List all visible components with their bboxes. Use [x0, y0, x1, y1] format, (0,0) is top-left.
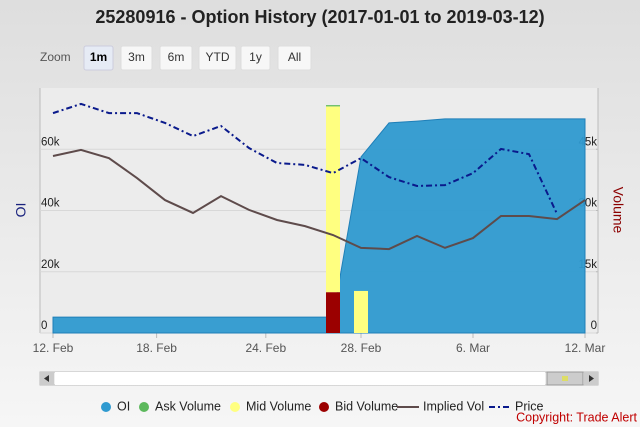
zoom-button-label: YTD [206, 50, 230, 64]
legend-item[interactable]: Price [489, 399, 544, 413]
x-tick-label: 12. Mar [565, 341, 606, 355]
x-tick-label: 18. Feb [136, 341, 177, 355]
y2-axis-title: Volume [610, 187, 626, 234]
legend-label: Ask Volume [155, 399, 221, 413]
line-series [52, 148, 586, 251]
legend-item[interactable]: Ask Volume [139, 399, 221, 413]
zoom-button[interactable]: 6m [159, 45, 193, 71]
zoom-button[interactable]: All [277, 45, 312, 71]
zoom-button-label: 6m [168, 50, 185, 64]
legend-symbol [101, 402, 111, 412]
y-tick-label: 60k [41, 136, 60, 148]
y-tick-label: 40k [41, 198, 60, 210]
volume-bar [326, 105, 340, 107]
zoom-label: Zoom [40, 50, 71, 64]
legend-item[interactable]: Bid Volume [319, 399, 398, 413]
chart-title: 25280916 - Option History (2017-01-01 to… [95, 7, 544, 27]
legend-symbol [139, 402, 149, 412]
x-tick-label: 6. Mar [456, 341, 490, 355]
x-tick-label: 12. Feb [33, 341, 74, 355]
y2-tick-label: 0 [591, 320, 597, 332]
legend-item[interactable]: Implied Vol [397, 399, 484, 413]
zoom-button-label: 3m [128, 50, 145, 64]
legend-symbol [230, 402, 240, 412]
legend-label: Price [515, 399, 544, 413]
legend-symbol [319, 402, 329, 412]
volume-bar [354, 290, 368, 333]
navigator-scrollbar[interactable] [39, 371, 599, 386]
zoom-button-bg [120, 45, 153, 71]
zoom-button-label: All [288, 50, 301, 64]
zoom-button-bg [198, 45, 237, 71]
x-tick-label: 28. Feb [341, 341, 382, 355]
y-axis-title: OI [13, 203, 29, 218]
credits: Copyright: Trade Alert [516, 410, 637, 424]
zoom-button-bg [83, 45, 114, 71]
zoom-button[interactable]: 3m [120, 45, 153, 71]
line-series [52, 102, 558, 215]
zoom-button-label: 1m [90, 50, 107, 64]
legend-label: Bid Volume [335, 399, 398, 413]
legend-label: Mid Volume [246, 399, 311, 413]
x-tick-label: 24. Feb [245, 341, 286, 355]
zoom-button[interactable]: 1m [83, 45, 114, 71]
y-tick-label: 0 [41, 320, 47, 332]
y-tick-label: 20k [41, 259, 60, 271]
legend-item[interactable]: OI [101, 399, 130, 413]
zoom-button[interactable]: 1y [240, 45, 271, 71]
zoom-button-bg [159, 45, 193, 71]
zoom-button-bg [240, 45, 271, 71]
legend-label: OI [117, 399, 130, 413]
zoom-button-bg [277, 45, 312, 71]
zoom-button-label: 1y [249, 50, 262, 64]
volume-bar [326, 106, 340, 293]
legend-item[interactable]: Mid Volume [230, 399, 311, 413]
legend-label: Implied Vol [423, 399, 484, 413]
volume-bar [326, 292, 340, 333]
plot-area [52, 102, 586, 334]
zoom-button[interactable]: YTD [198, 45, 237, 71]
